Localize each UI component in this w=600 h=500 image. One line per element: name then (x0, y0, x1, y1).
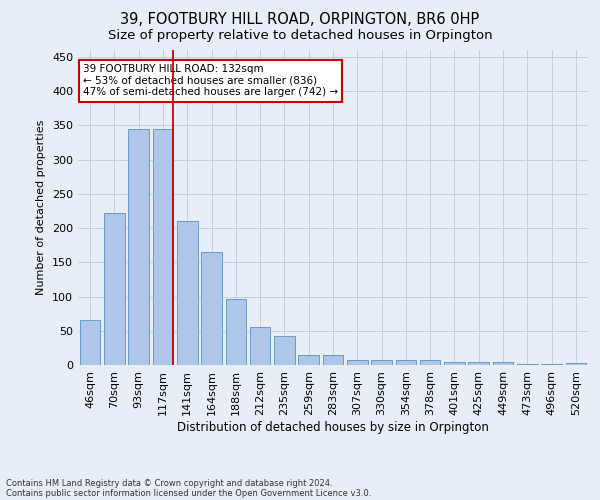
Bar (128, 130, 149, 365)
Bar (298, 356, 319, 365)
Text: Contains HM Land Registry data © Crown copyright and database right 2024.: Contains HM Land Registry data © Crown c… (6, 478, 332, 488)
Bar (250, 326, 271, 365)
Bar (566, 363, 586, 365)
Bar (104, 213, 125, 365)
Bar (371, 360, 392, 365)
Bar (493, 362, 514, 365)
Bar (469, 362, 489, 365)
Bar (177, 221, 197, 365)
Bar (152, 130, 173, 365)
X-axis label: Distribution of detached houses by size in Orpington: Distribution of detached houses by size … (177, 420, 489, 434)
Text: Size of property relative to detached houses in Orpington: Size of property relative to detached ho… (107, 29, 493, 42)
Bar (541, 364, 562, 365)
Bar (80, 320, 100, 365)
Text: Contains public sector information licensed under the Open Government Licence v3: Contains public sector information licen… (6, 488, 371, 498)
Bar (444, 362, 465, 365)
Text: 39, FOOTBURY HILL ROAD, ORPINGTON, BR6 0HP: 39, FOOTBURY HILL ROAD, ORPINGTON, BR6 0… (121, 12, 479, 28)
Bar (347, 360, 368, 365)
Bar (226, 298, 246, 365)
Text: 39 FOOTBURY HILL ROAD: 132sqm
← 53% of detached houses are smaller (836)
47% of : 39 FOOTBURY HILL ROAD: 132sqm ← 53% of d… (83, 64, 338, 98)
Bar (395, 360, 416, 365)
Bar (323, 356, 343, 365)
Bar (274, 336, 295, 365)
Bar (420, 360, 440, 365)
Bar (201, 252, 222, 365)
Y-axis label: Number of detached properties: Number of detached properties (37, 120, 46, 295)
Bar (517, 364, 538, 365)
